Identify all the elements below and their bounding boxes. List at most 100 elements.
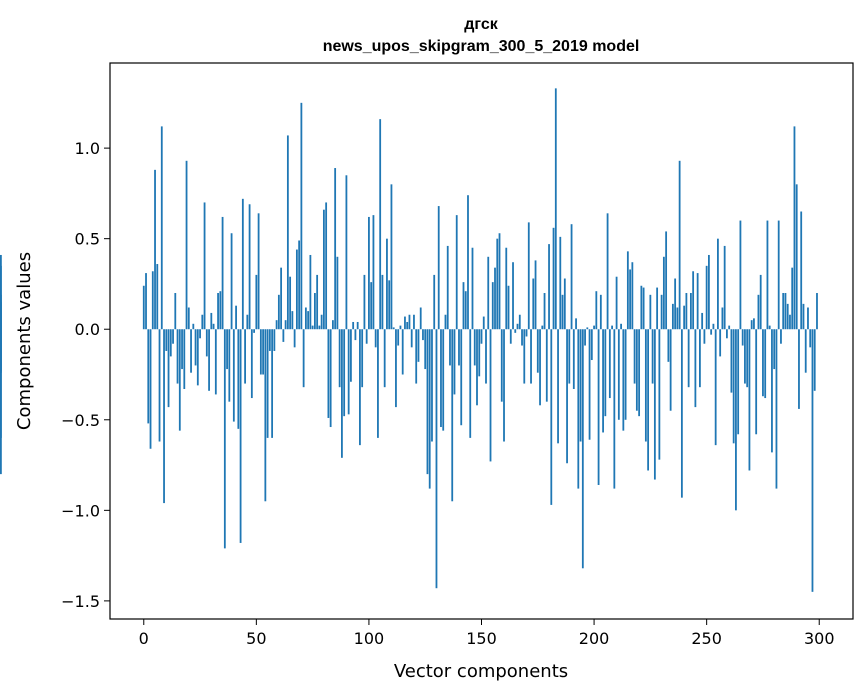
bar-267: [744, 329, 746, 384]
bar-34: [219, 291, 222, 330]
bar-200: [593, 325, 595, 330]
bar-101: [370, 282, 373, 330]
bar-277: [766, 220, 769, 330]
bar-270: [750, 320, 753, 330]
bar-175: [536, 329, 539, 373]
bar-170: [525, 329, 528, 337]
bar-82: [327, 329, 330, 418]
bar-230: [660, 294, 663, 330]
bar-152: [485, 329, 487, 384]
bar-7: [158, 329, 161, 442]
bar-219: [635, 329, 638, 411]
bar-264: [737, 329, 740, 435]
bar-39: [230, 233, 233, 330]
bar-83: [329, 329, 332, 428]
bar-202: [597, 329, 600, 485]
bar-173: [532, 278, 535, 330]
bar-128: [431, 329, 433, 442]
bar-210: [615, 276, 618, 330]
bar-204: [602, 329, 604, 433]
bar-92: [350, 329, 352, 382]
bar-211: [617, 329, 620, 420]
bar-145: [469, 329, 472, 438]
bar-166: [516, 323, 519, 330]
bar-275: [762, 329, 764, 397]
bar-171: [527, 222, 530, 330]
y-axis-ticks: −1.5 −1.0 −0.5 0.0 0.5 1.0: [61, 139, 110, 611]
bar-43: [239, 329, 242, 543]
bar-68: [295, 249, 298, 330]
bar-216: [629, 269, 631, 330]
bar-261: [730, 329, 733, 393]
bar-146: [471, 247, 474, 330]
bar-53: [262, 329, 264, 375]
bar-253: [712, 323, 715, 330]
bar-266: [741, 329, 744, 346]
x-tick-label: 300: [804, 629, 835, 648]
bar-205: [604, 329, 607, 417]
bar-129: [433, 274, 436, 330]
bar-109: [388, 280, 391, 330]
bar-104: [377, 329, 379, 438]
bar-269: [748, 329, 751, 471]
bar-272: [755, 329, 758, 435]
bar-3: [149, 329, 152, 449]
bar-215: [626, 251, 629, 330]
bar-133: [442, 329, 445, 431]
bar-165: [514, 329, 517, 333]
bar-221: [640, 285, 643, 330]
bar-59: [275, 320, 278, 330]
bar-45: [244, 329, 246, 384]
bar-299: [816, 293, 818, 330]
bar-183: [554, 88, 557, 330]
bar-62: [282, 329, 285, 342]
bar-182: [552, 227, 555, 330]
bar-16: [178, 329, 181, 431]
bar-196: [584, 329, 586, 346]
bar-293: [802, 303, 805, 330]
bar-191: [572, 329, 575, 389]
bar-1: [145, 273, 147, 330]
bar-155: [491, 282, 494, 330]
bar-98: [363, 274, 366, 330]
bar-245: [694, 329, 697, 408]
bar-127: [428, 329, 431, 489]
bar-61: [280, 267, 283, 330]
bar-20: [187, 307, 190, 330]
bar-85: [334, 168, 337, 330]
bar-28: [205, 329, 208, 357]
bar-212: [620, 323, 622, 330]
bar-96: [359, 329, 361, 446]
bar-12: [169, 329, 172, 357]
bar-143: [464, 291, 467, 330]
bar-290: [795, 184, 798, 330]
bar-168: [521, 329, 523, 346]
bar-296: [809, 329, 812, 348]
bar-227: [653, 329, 656, 480]
bar-180: [548, 244, 550, 330]
bar-187: [563, 278, 566, 330]
bar-292: [800, 211, 803, 330]
bar-237: [676, 307, 679, 330]
bar-241: [685, 293, 688, 330]
bar-116: [404, 316, 406, 330]
bar-198: [588, 329, 591, 440]
bar-161: [505, 247, 508, 330]
bar-137: [451, 329, 454, 502]
bar-87: [338, 329, 341, 388]
bar-271: [753, 318, 755, 330]
bar-283: [780, 329, 782, 344]
bar-295: [807, 307, 809, 330]
bar-262: [732, 329, 735, 444]
bar-119: [410, 329, 413, 348]
bar-90: [345, 175, 348, 330]
bar-174: [534, 260, 537, 330]
bar-undefined: [0, 329, 2, 373]
bar-208: [611, 325, 613, 330]
bar-268: [746, 329, 749, 388]
bar-193: [577, 329, 580, 489]
bar-256: [719, 329, 722, 357]
bar-189: [568, 329, 571, 384]
bar-177: [541, 325, 544, 330]
bar-258: [723, 245, 726, 330]
